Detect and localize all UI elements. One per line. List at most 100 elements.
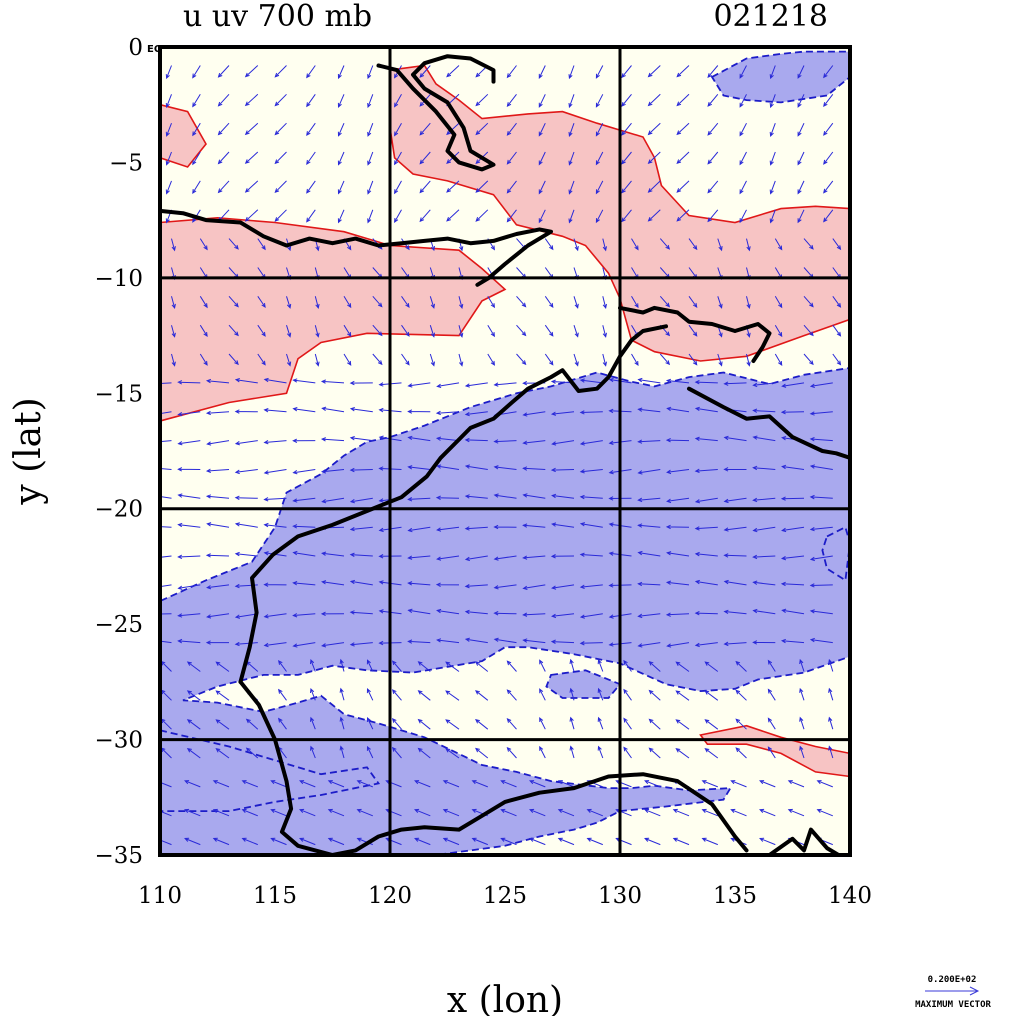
wind-vector-344 bbox=[516, 295, 527, 308]
y-axis-label: y (lat) bbox=[8, 397, 49, 505]
positive-u-contour-0 bbox=[160, 103, 207, 168]
wind-vector-522 bbox=[665, 580, 690, 586]
wind-vector-213 bbox=[349, 552, 373, 558]
wind-vector-523 bbox=[665, 612, 690, 617]
wind-vector-499 bbox=[648, 718, 661, 730]
negative-u-region-4 bbox=[822, 527, 850, 581]
wind-vector-596 bbox=[774, 296, 783, 309]
wind-vector-328 bbox=[464, 637, 488, 644]
wind-vector-661 bbox=[809, 555, 833, 562]
wind-vector-640 bbox=[799, 745, 805, 759]
wind-vector-611 bbox=[767, 717, 776, 730]
wind-vector-205 bbox=[372, 324, 383, 337]
wind-vector-185 bbox=[321, 551, 345, 557]
wind-vector-347 bbox=[493, 382, 517, 387]
wind-vector-122 bbox=[286, 353, 292, 367]
wind-vector-612 bbox=[767, 746, 776, 759]
wind-vector-233 bbox=[401, 324, 410, 337]
wind-vector-557 bbox=[701, 780, 718, 788]
wind-vector-183 bbox=[321, 497, 345, 504]
coastline-segment-2 bbox=[618, 305, 772, 363]
wind-vector-400 bbox=[573, 296, 579, 309]
wind-vector-601 bbox=[752, 435, 776, 442]
wind-vector-325 bbox=[464, 555, 488, 562]
wind-vector-210 bbox=[349, 467, 373, 473]
wind-vector-37 bbox=[199, 324, 208, 337]
wind-vector-323 bbox=[464, 494, 488, 499]
wind-vector-191 bbox=[339, 716, 345, 730]
wind-vector-518 bbox=[666, 469, 690, 475]
wind-vector-514 bbox=[688, 353, 698, 366]
wind-vector-319 bbox=[464, 382, 488, 388]
y-tick-label-25: −25 bbox=[94, 612, 143, 638]
wind-vector-654 bbox=[832, 353, 842, 366]
wind-vector-520 bbox=[665, 524, 690, 530]
wind-vector-284 bbox=[446, 180, 460, 193]
wind-vector-448 bbox=[621, 65, 632, 79]
wind-vector-262 bbox=[429, 353, 435, 367]
wind-vector-608 bbox=[752, 640, 776, 645]
wind-vector-188 bbox=[321, 642, 345, 648]
wind-vector-92 bbox=[257, 296, 266, 308]
wind-vector-508 bbox=[676, 180, 690, 193]
wind-vector-80 bbox=[215, 748, 230, 759]
wind-vector-389 bbox=[529, 780, 546, 788]
wind-vector-124 bbox=[263, 408, 287, 413]
wind-vector-358 bbox=[506, 689, 517, 701]
wind-vector-298 bbox=[435, 582, 460, 587]
wind-vector-664 bbox=[809, 637, 833, 644]
wind-vector-296 bbox=[436, 526, 460, 532]
wind-vector-521 bbox=[666, 551, 690, 557]
wind-vector-261 bbox=[429, 325, 435, 338]
wind-vector-648 bbox=[823, 180, 834, 194]
wind-vector-376 bbox=[522, 411, 546, 417]
wind-vector-354 bbox=[493, 584, 517, 590]
wind-vector-3 bbox=[165, 151, 172, 166]
wind-vector-68 bbox=[205, 410, 230, 416]
wind-vector-178 bbox=[343, 353, 352, 366]
wind-vector-438 bbox=[579, 584, 603, 589]
wind-vector-327 bbox=[464, 609, 488, 615]
wind-vector-430 bbox=[602, 353, 607, 367]
vector-key-arrowhead bbox=[969, 986, 980, 996]
wind-vector-619 bbox=[797, 151, 805, 166]
wind-vector-602 bbox=[752, 465, 776, 471]
wind-vector-291 bbox=[436, 382, 460, 388]
wind-vector-134 bbox=[278, 688, 287, 701]
wind-vector-331 bbox=[475, 718, 489, 730]
wind-vector-423 bbox=[595, 151, 604, 166]
wind-vector-598 bbox=[774, 353, 783, 367]
wind-vector-339 bbox=[506, 151, 517, 165]
wind-vector-190 bbox=[339, 687, 345, 701]
x-tick-label-115: 115 bbox=[253, 883, 297, 909]
wind-vector-617 bbox=[797, 94, 805, 108]
wind-vector-630 bbox=[781, 464, 805, 470]
wind-vector-113 bbox=[274, 93, 287, 107]
wind-vector-341 bbox=[506, 209, 517, 223]
y-tick-label-10: −10 bbox=[94, 266, 143, 292]
wind-vector-392 bbox=[568, 65, 575, 80]
wind-vector-501 bbox=[644, 780, 661, 788]
wind-vector-192 bbox=[339, 745, 345, 759]
wind-vector-169 bbox=[337, 94, 345, 108]
x-tick-label-125: 125 bbox=[483, 883, 527, 909]
wind-vector-537 bbox=[707, 209, 719, 223]
wind-vector-662 bbox=[809, 583, 833, 588]
positive-u-contour-3 bbox=[699, 724, 850, 778]
wind-vector-517 bbox=[665, 437, 690, 443]
wind-vector-634 bbox=[780, 581, 805, 587]
wind-vector-43 bbox=[177, 493, 201, 499]
wind-vector-396 bbox=[568, 180, 575, 195]
wind-vector-245 bbox=[391, 660, 402, 672]
wind-vector-420 bbox=[595, 65, 604, 79]
wind-vector-540 bbox=[717, 296, 723, 309]
y-tick-label-35: −35 bbox=[94, 843, 143, 869]
wind-vector-437 bbox=[579, 552, 603, 557]
wind-vector-260 bbox=[429, 296, 435, 309]
wind-vector-329 bbox=[475, 661, 489, 672]
wind-vector-504 bbox=[676, 65, 690, 78]
wind-vector-181 bbox=[320, 437, 345, 442]
wind-vector-395 bbox=[568, 151, 575, 166]
wind-vector-637 bbox=[799, 658, 805, 672]
wind-vector-70 bbox=[205, 468, 230, 473]
